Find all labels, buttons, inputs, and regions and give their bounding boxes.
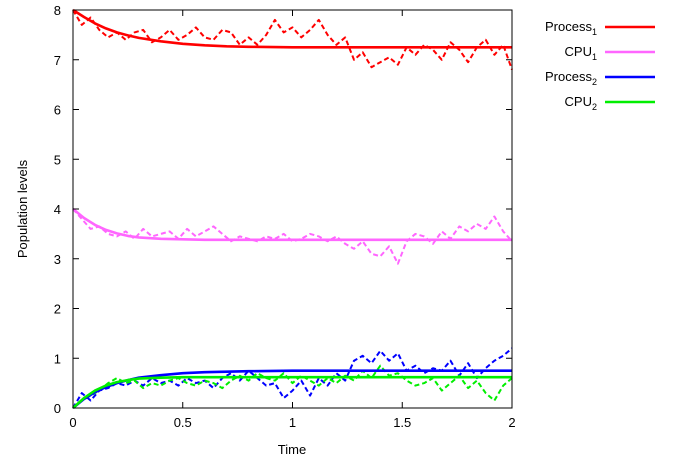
y-tick-label: 4 [54,202,61,217]
series-line-1 [72,207,512,242]
plot-frame [72,9,513,409]
x-tick-label: 2 [508,415,515,430]
y-tick-label: 7 [54,53,61,68]
legend-label: Process1 [545,19,597,37]
y-tick-label: 6 [54,103,61,118]
legend-subscript: 2 [592,102,597,112]
legend-subscript: 1 [592,27,597,37]
y-axis-label: Population levels [15,159,30,258]
legend-name: CPU [565,44,592,59]
x-axis-label: Time [278,442,306,457]
series-layer [72,8,513,410]
x-tick-label: 1.5 [393,415,411,430]
x-tick-label: 1 [289,415,296,430]
simulation-line-7 [72,364,513,409]
legend-subscript: 2 [592,77,597,87]
ticks-layer: 0 0.5 1 1.5 2 0 1 2 3 4 5 6 7 8 [54,3,516,430]
y-tick-label: 8 [54,3,61,18]
legend-name: CPU [565,94,592,109]
series-line-0 [72,8,512,49]
series-line-2 [72,369,512,410]
legend-name: Process [545,69,592,84]
legend-label: CPU1 [565,44,597,62]
series-line-3 [72,375,512,409]
x-tick-label: 0 [69,415,76,430]
y-tick-label: 3 [54,252,61,267]
x-tick-label: 0.5 [174,415,192,430]
simulation-line-4 [72,9,513,71]
legend-subscript: 1 [592,52,597,62]
y-tick-label: 0 [54,401,61,416]
y-tick-label: 1 [54,351,61,366]
simulation-line-5 [72,208,513,265]
y-tick-label: 2 [54,302,61,317]
y-tick-label: 5 [54,152,61,167]
legend-label: CPU2 [565,94,597,112]
legend-label: Process2 [545,69,597,87]
legend-name: Process [545,19,592,34]
